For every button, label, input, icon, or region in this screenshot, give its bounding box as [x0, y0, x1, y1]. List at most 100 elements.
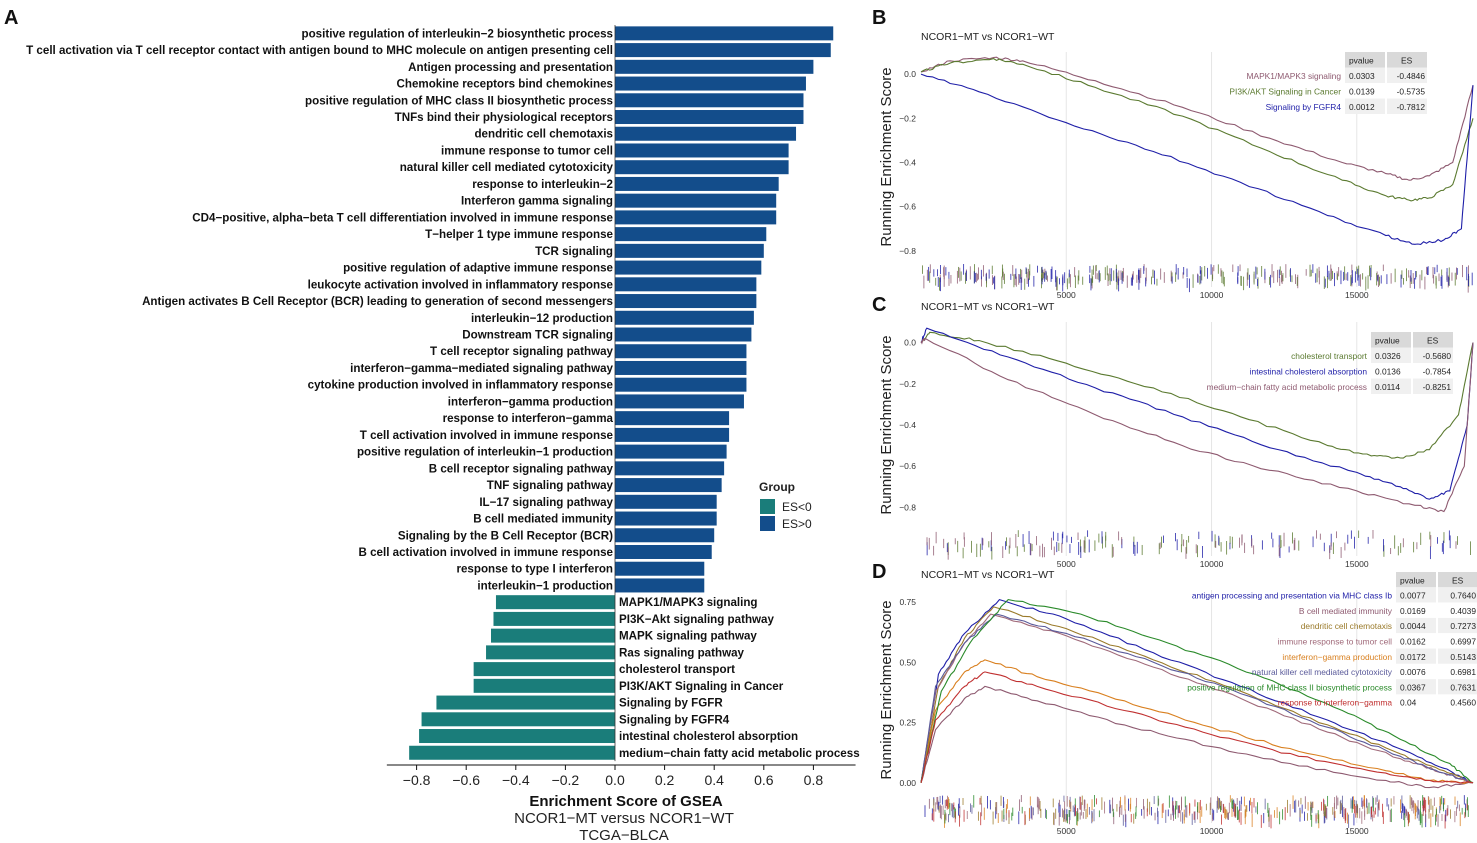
bar [436, 695, 615, 710]
series-pvalue: 0.0076 [1400, 667, 1426, 677]
series-pvalue: 0.0169 [1400, 606, 1426, 616]
category-label: medium−chain fatty acid metabolic proces… [619, 747, 860, 760]
x-tick-label: 5000 [1057, 826, 1076, 836]
gsea-title: NCOR1−MT vs NCOR1−WT [921, 569, 1055, 581]
series-name: response to interferon−gamma [1278, 698, 1393, 708]
bar [473, 662, 615, 677]
es-curve [920, 671, 1474, 784]
y-tick-label: −0.2 [899, 379, 916, 389]
table-header-cell [1371, 332, 1411, 348]
category-label: response to type I interferon [456, 563, 613, 576]
series-es: 0.7631 [1450, 682, 1476, 692]
category-label: leukocyte activation involved in inflamm… [308, 278, 614, 291]
category-label: interferon−gamma−mediated signaling path… [350, 362, 613, 375]
es-curve [920, 331, 1474, 459]
category-label: PI3K/AKT Signaling in Cancer [619, 680, 784, 693]
y-tick-label: 0.25 [899, 718, 916, 728]
category-label: cytokine production involved in inflamma… [308, 379, 614, 392]
bar [421, 712, 615, 727]
table-header-cell [1387, 52, 1427, 68]
table-cell [1413, 378, 1453, 394]
bar [615, 327, 752, 342]
table-header-cell [1438, 572, 1477, 588]
table-cell [1438, 679, 1477, 695]
series-es: -0.4846 [1397, 71, 1426, 81]
category-label: Ras signaling pathway [619, 646, 745, 659]
y-axis-label: Running Enrichment Score [878, 67, 895, 246]
category-label: response to interleukin−2 [472, 178, 613, 191]
bar [615, 561, 705, 576]
bar [615, 377, 747, 392]
series-es: -0.7854 [1423, 367, 1452, 377]
y-tick-label: −0.4 [899, 420, 916, 430]
es-curve [920, 73, 1474, 245]
es-curve [920, 598, 1474, 784]
table-cell [1438, 663, 1477, 680]
y-tick-label: 0.50 [899, 657, 916, 667]
category-label: MAPK signaling pathway [619, 630, 757, 643]
category-label: Signaling by FGFR [619, 697, 723, 710]
series-name: immune response to tumor cell [1277, 637, 1392, 647]
category-label: Signaling by the B Cell Receptor (BCR) [398, 529, 613, 542]
category-label: B cell mediated immunity [473, 513, 613, 526]
bar [615, 444, 727, 459]
series-pvalue: 0.0303 [1349, 71, 1375, 81]
bar [615, 411, 730, 426]
series-es: 0.6981 [1450, 667, 1476, 677]
bar [615, 360, 747, 375]
y-tick-label: −0.4 [899, 158, 916, 168]
table-header-cell [1396, 572, 1436, 588]
subtitle-line-2: TCGA−BLCA [579, 827, 669, 843]
table-header-es: ES [1452, 575, 1464, 585]
table-cell [1371, 347, 1411, 363]
table-cell [1371, 363, 1411, 379]
table-header-es: ES [1427, 336, 1439, 346]
category-label: IL−17 signaling pathway [479, 496, 613, 509]
category-label: interferon−gamma production [448, 395, 613, 408]
series-es: 0.7640 [1450, 591, 1476, 601]
es-curve [920, 613, 1474, 784]
series-es: 0.6997 [1450, 637, 1476, 647]
series-pvalue: 0.0114 [1375, 382, 1400, 392]
x-tick-label: 0.0 [605, 772, 625, 788]
series-pvalue: 0.0044 [1400, 621, 1426, 631]
series-name: natural killer cell mediated cytotoxicit… [1252, 667, 1393, 677]
x-tick-label: 15000 [1345, 826, 1369, 836]
table-cell [1438, 587, 1477, 603]
series-name: MAPK1/MAPK3 signaling [1247, 71, 1342, 81]
series-name: cholesterol transport [1291, 351, 1368, 361]
series-pvalue: 0.0162 [1400, 637, 1426, 647]
table-header-pvalue: pvalue [1349, 56, 1374, 66]
table-cell [1396, 694, 1436, 710]
bar [615, 26, 834, 41]
es-curve [920, 56, 1474, 181]
y-tick-label: 0.0 [904, 69, 916, 79]
bar-group: positive regulation of interleukin−2 bio… [26, 26, 860, 760]
y-tick-label: −0.2 [899, 113, 916, 123]
table-cell [1387, 98, 1427, 114]
panel-b-gsea: B NCOR1−MT vs NCOR1−WT Running Enrichment … [872, 7, 1474, 300]
category-label: T cell activation involved in immune res… [360, 429, 614, 442]
category-label: cholesterol transport [619, 663, 735, 676]
category-label: T cell receptor signaling pathway [430, 345, 614, 358]
bar [615, 193, 777, 208]
es-curve [920, 685, 1474, 789]
bar [615, 578, 705, 593]
x-tick-label: 0.2 [655, 772, 675, 788]
bar [615, 277, 757, 292]
bar [615, 427, 730, 442]
y-tick-label: −0.6 [899, 461, 916, 471]
category-label: B cell receptor signaling pathway [429, 462, 614, 475]
y-tick-label: −0.6 [899, 202, 916, 212]
bar [491, 628, 615, 643]
bar [615, 344, 747, 359]
table-cell [1413, 347, 1453, 363]
series-name: dendritic cell chemotaxis [1301, 621, 1392, 631]
table-cell [1345, 98, 1385, 114]
x-tick-label: 10000 [1200, 826, 1224, 836]
bar [615, 243, 764, 258]
category-label: Downstream TCR signaling [462, 329, 613, 342]
table-cell [1345, 67, 1385, 83]
table-cell [1371, 378, 1411, 394]
